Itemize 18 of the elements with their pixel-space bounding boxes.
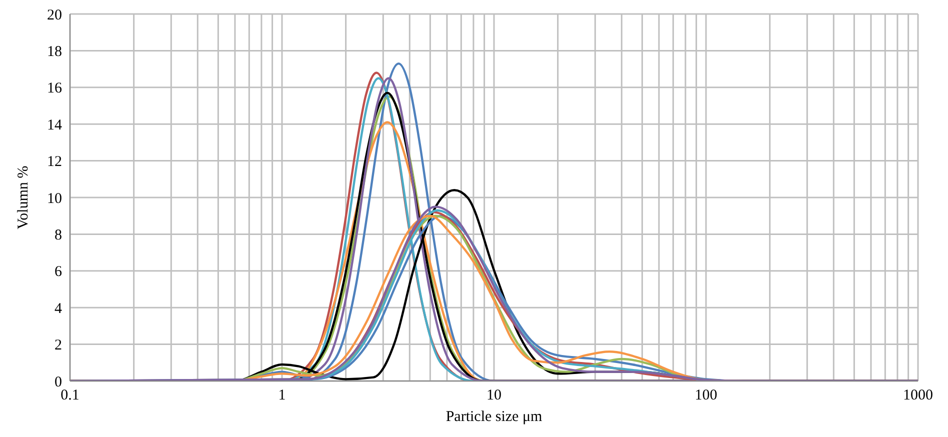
x-tick-label: 1 [278,388,286,404]
y-tick-label: 4 [54,300,62,317]
y-tick-label: 10 [47,190,62,207]
y-tick-label: 18 [47,44,62,60]
x-tick-label: 1000 [903,388,933,404]
y-tick-label: 6 [54,264,62,280]
x-tick-label: 100 [694,388,718,404]
y-tick-label: 16 [47,80,62,97]
x-axis-title: Particle size μm [446,409,543,425]
x-tick-label: 10 [486,388,502,404]
y-axis-title: Volumn % [15,166,32,230]
y-tick-label: 2 [54,338,62,354]
x-tick-label: 0.1 [60,388,80,404]
y-tick-label: 8 [54,228,62,244]
y-tick-label: 20 [47,7,62,24]
y-tick-label: 0 [54,374,62,390]
y-tick-label: 12 [47,154,62,170]
y-tick-label: 14 [47,117,62,134]
